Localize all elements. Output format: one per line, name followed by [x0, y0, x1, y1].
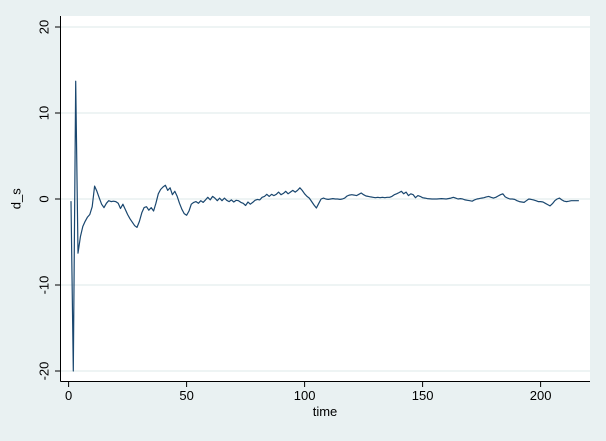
- x-axis-ticks: 0 50 100 150 200: [65, 381, 552, 403]
- y-tick-label: 10: [37, 106, 52, 120]
- x-tick-label: 0: [65, 388, 72, 403]
- x-tick-label: 200: [530, 388, 552, 403]
- y-tick-label: 0: [37, 195, 52, 202]
- x-tick-label: 50: [179, 388, 193, 403]
- x-tick-label: 100: [294, 388, 316, 403]
- series-line-d_s: [70, 80, 580, 372]
- x-axis-title: time: [313, 404, 338, 419]
- y-axis-title: d_s: [9, 188, 24, 209]
- y-tick-label: -20: [37, 362, 52, 381]
- y-tick-label: 20: [37, 20, 52, 34]
- x-tick-label: 150: [412, 388, 434, 403]
- y-axis-ticks: -20 -10 0 10 20: [37, 20, 61, 381]
- y-tick-label: -10: [37, 276, 52, 295]
- series-lines: [70, 80, 580, 372]
